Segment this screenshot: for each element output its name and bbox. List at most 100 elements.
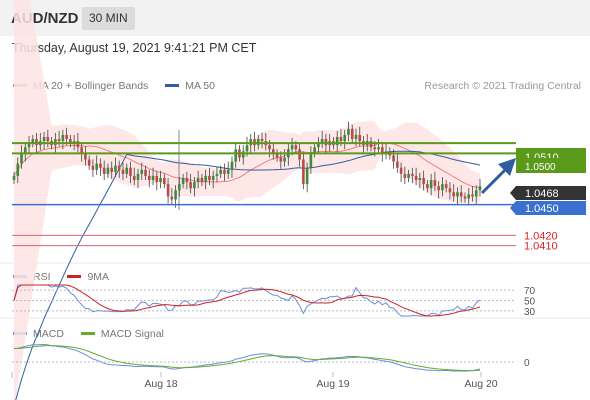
level-label-1.0500: 1.0500 — [525, 162, 556, 173]
candle-body — [426, 184, 429, 189]
candle-body — [399, 167, 403, 174]
candle-body — [57, 139, 61, 142]
candle-body — [181, 177, 185, 185]
candle-body — [317, 143, 320, 148]
candle-body — [350, 128, 354, 140]
candle-body — [72, 141, 76, 144]
candle-body — [403, 173, 407, 178]
rsi-line — [13, 284, 481, 317]
ma50-swatch — [165, 83, 180, 87]
candle-body — [54, 139, 57, 146]
candle-body — [185, 177, 189, 183]
candle-body — [339, 136, 343, 142]
candle-body — [144, 169, 147, 176]
ma20-legend-label: MA 20 + Bollinger Bands — [33, 80, 149, 92]
candle-body — [313, 147, 316, 154]
candle-body — [414, 175, 418, 181]
candle-body — [35, 139, 38, 146]
candle-body — [117, 165, 121, 170]
level-label-1.0410: 1.0410 — [524, 241, 558, 253]
support-box-1.0450 — [510, 201, 586, 215]
rsi-ma9-line — [13, 284, 481, 317]
candle-body — [343, 134, 347, 142]
candle-body — [290, 145, 294, 150]
macd-signal-swatch — [80, 331, 95, 335]
current-price-box — [510, 186, 586, 200]
macd-signal-line — [13, 345, 481, 372]
candle-body — [170, 196, 174, 200]
candle-body — [463, 196, 467, 199]
candle-body — [189, 182, 192, 189]
candle-body — [226, 169, 230, 174]
candle-body — [241, 151, 245, 158]
candle-body — [377, 147, 380, 150]
macd-level-label-0: 0 — [524, 358, 530, 369]
candle-body — [474, 190, 478, 197]
level-label-1.0450: 1.0450 — [525, 203, 559, 215]
rsi-level-label-70: 70 — [524, 286, 536, 297]
candle-body — [110, 167, 114, 172]
candle-body — [444, 184, 448, 189]
candle-body — [136, 173, 140, 181]
level-box-1.0500 — [516, 158, 586, 173]
candle-body — [275, 153, 279, 158]
x-tick-label-2: Aug 20 — [464, 378, 497, 390]
candle-body — [219, 169, 222, 174]
candle-body — [411, 173, 414, 176]
macd-signal-legend-label: MACD Signal — [100, 328, 164, 340]
candle-body — [215, 173, 219, 176]
bollinger-band — [14, 0, 480, 400]
candle-body — [448, 188, 452, 193]
ma9-swatch — [67, 274, 82, 278]
candle-body — [253, 139, 256, 146]
candle-body — [441, 184, 444, 191]
macd-legend-label: MACD — [33, 328, 64, 340]
candle-body — [471, 194, 474, 197]
candle-body — [99, 163, 102, 168]
candle-body — [211, 175, 215, 181]
candle-body — [125, 167, 129, 174]
candle-body — [223, 169, 226, 174]
ma20-line — [13, 142, 481, 189]
candle-body — [354, 134, 358, 140]
candle-body — [392, 155, 395, 162]
candle-body — [106, 167, 110, 174]
candle-body — [272, 149, 275, 154]
candle-body — [418, 177, 422, 181]
candle-body — [429, 180, 433, 189]
candle-body — [294, 145, 298, 150]
candle-body — [256, 139, 260, 146]
candle-body — [396, 161, 399, 168]
candle-body — [166, 184, 170, 197]
candle-body — [309, 153, 313, 168]
candle-body — [260, 139, 264, 142]
candle-body — [204, 175, 207, 183]
candle-body — [147, 175, 151, 181]
candle-body — [132, 175, 136, 181]
candle-body — [84, 153, 87, 160]
candle-body — [279, 157, 283, 162]
rsi-level-label-50: 50 — [524, 297, 536, 308]
candle-body — [456, 192, 459, 197]
candle-body — [384, 151, 388, 154]
candle-body — [76, 141, 80, 148]
candle-body — [324, 139, 328, 146]
candle-body — [151, 175, 155, 181]
level-label-1.0468: 1.0468 — [525, 188, 559, 200]
candle-body — [478, 186, 482, 191]
candle-body — [369, 141, 373, 148]
candle-body — [16, 163, 20, 176]
candle-body — [69, 139, 72, 144]
candle-body — [249, 139, 253, 146]
candle-body — [129, 167, 132, 176]
candle-body — [302, 159, 305, 185]
candle-body — [380, 147, 384, 154]
candle-body — [178, 184, 181, 191]
timeframe-badge[interactable]: 30 MIN — [82, 7, 135, 30]
level-label-1.0420: 1.0420 — [524, 230, 558, 242]
candle-body — [200, 177, 204, 183]
candle-body — [46, 136, 50, 142]
candle-body — [437, 186, 440, 191]
macd-line — [13, 343, 481, 372]
